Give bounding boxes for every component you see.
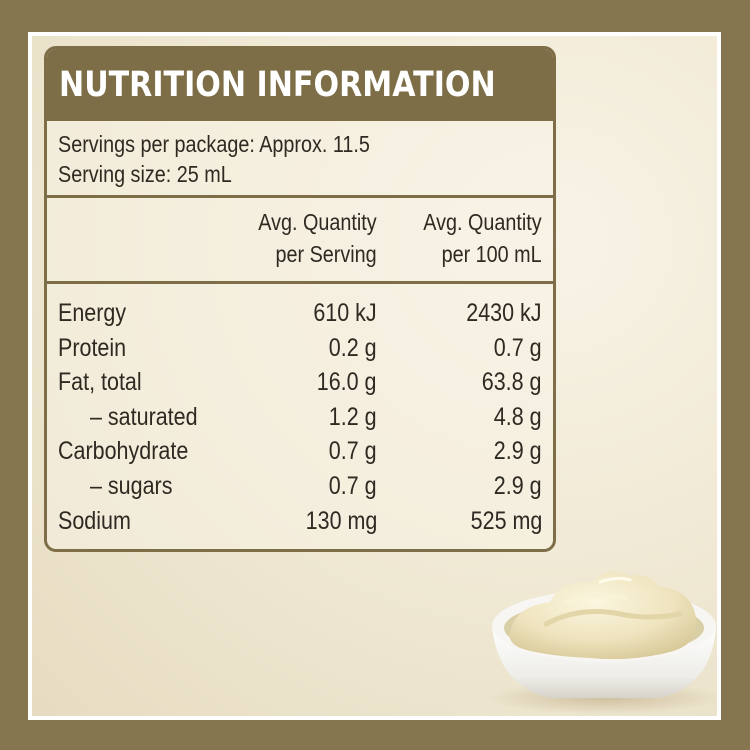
per-100-value: 2430 kJ — [466, 299, 542, 327]
per-serving-value: 0.7 g — [329, 471, 377, 500]
nutrient-name: Sodium — [58, 506, 131, 535]
nutrition-panel: NUTRITION INFORMATION Servings per packa… — [44, 46, 556, 552]
panel-header: NUTRITION INFORMATION — [47, 49, 553, 121]
per-serving-header-line1: Avg. Quantity — [258, 209, 377, 235]
table-row: Fat, total 16.0 g 63.8 g — [47, 365, 553, 400]
nutrient-name: – saturated — [90, 402, 198, 431]
servings-per-package: Servings per package: Approx. 11.5 — [58, 131, 370, 157]
per-100-header-line1: Avg. Quantity — [423, 209, 542, 235]
nutrient-name: – sugars — [90, 471, 173, 500]
serving-size: Serving size: 25 mL — [58, 161, 232, 187]
per-100-value: 63.8 g — [482, 368, 542, 397]
per-100-value: 525 mg — [470, 506, 542, 535]
per-100-header: Avg. Quantity per 100 mL — [424, 206, 542, 270]
nutrient-rows: Energy 610 kJ 2430 kJ Protein 0.2 g 0.7 … — [47, 284, 553, 538]
nutrient-name: Fat, total — [58, 368, 142, 397]
panel-title: NUTRITION INFORMATION — [59, 65, 496, 105]
per-100-value: 0.7 g — [494, 333, 542, 362]
per-100-value: 4.8 g — [494, 402, 542, 431]
per-100-header-line2: per 100 mL — [441, 241, 542, 267]
per-serving-header: Avg. Quantity per Serving — [259, 206, 377, 270]
per-serving-header-line2: per Serving — [275, 241, 377, 267]
per-100-value: 2.9 g — [494, 471, 542, 500]
table-row: Protein 0.2 g 0.7 g — [47, 331, 553, 366]
table-row: Sodium 130 mg 525 mg — [47, 504, 553, 539]
table-row: – saturated 1.2 g 4.8 g — [47, 400, 553, 435]
mayonnaise-bowl-image — [480, 536, 717, 716]
column-headers: Avg. Quantity per Serving Avg. Quantity … — [47, 198, 553, 284]
per-serving-value: 130 mg — [305, 506, 377, 535]
nutrient-name: Protein — [58, 333, 127, 362]
nutrient-name: Energy — [58, 299, 127, 327]
nutrient-name: Carbohydrate — [58, 437, 189, 466]
table-row: – sugars 0.7 g 2.9 g — [47, 469, 553, 504]
table-row: Carbohydrate 0.7 g 2.9 g — [47, 434, 553, 469]
per-serving-value: 0.2 g — [329, 333, 377, 362]
per-serving-value: 610 kJ — [313, 299, 377, 327]
per-serving-value: 1.2 g — [329, 402, 377, 431]
table-row: Energy 610 kJ 2430 kJ — [47, 296, 553, 331]
per-serving-value: 16.0 g — [317, 368, 377, 397]
servings-info: Servings per package: Approx. 11.5 Servi… — [47, 121, 553, 198]
per-100-value: 2.9 g — [494, 437, 542, 466]
bowl-icon — [487, 571, 717, 714]
per-serving-value: 0.7 g — [329, 437, 377, 466]
image-frame: NUTRITION INFORMATION Servings per packa… — [28, 32, 721, 720]
